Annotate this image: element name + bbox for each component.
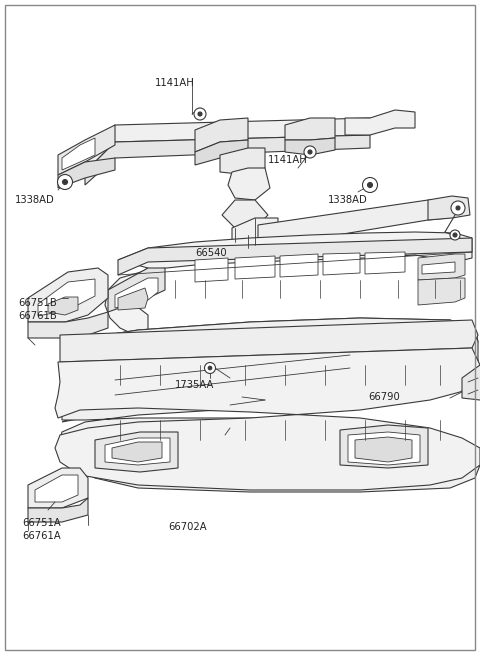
Polygon shape bbox=[62, 138, 95, 170]
Polygon shape bbox=[105, 438, 170, 465]
Circle shape bbox=[208, 366, 212, 370]
Polygon shape bbox=[95, 432, 178, 472]
Polygon shape bbox=[258, 200, 448, 248]
Circle shape bbox=[450, 230, 460, 240]
Text: 1338AD: 1338AD bbox=[328, 195, 368, 205]
Polygon shape bbox=[48, 297, 78, 315]
Polygon shape bbox=[220, 148, 265, 175]
Polygon shape bbox=[28, 268, 108, 322]
Polygon shape bbox=[108, 268, 165, 312]
Polygon shape bbox=[58, 125, 115, 175]
Polygon shape bbox=[55, 348, 480, 490]
Text: 66702A: 66702A bbox=[168, 522, 206, 532]
Text: 66751A: 66751A bbox=[22, 518, 61, 528]
Polygon shape bbox=[355, 437, 412, 462]
Circle shape bbox=[362, 178, 377, 193]
Polygon shape bbox=[285, 138, 335, 155]
Circle shape bbox=[304, 146, 316, 158]
Polygon shape bbox=[62, 318, 478, 422]
Polygon shape bbox=[340, 425, 428, 468]
Polygon shape bbox=[58, 318, 480, 492]
Polygon shape bbox=[345, 110, 415, 135]
Polygon shape bbox=[348, 432, 420, 465]
Circle shape bbox=[451, 201, 465, 215]
Polygon shape bbox=[28, 312, 108, 338]
Circle shape bbox=[368, 183, 372, 187]
Polygon shape bbox=[195, 118, 248, 152]
Polygon shape bbox=[280, 254, 318, 277]
Polygon shape bbox=[35, 475, 78, 502]
Polygon shape bbox=[285, 118, 335, 140]
Circle shape bbox=[456, 206, 460, 210]
Polygon shape bbox=[323, 253, 360, 275]
Circle shape bbox=[198, 112, 202, 116]
Text: 66761A: 66761A bbox=[22, 531, 61, 541]
Polygon shape bbox=[222, 200, 268, 228]
Polygon shape bbox=[118, 288, 148, 310]
Circle shape bbox=[62, 179, 68, 185]
Text: 66761B: 66761B bbox=[18, 311, 57, 321]
Polygon shape bbox=[118, 238, 472, 275]
Text: 66751B: 66751B bbox=[18, 298, 57, 308]
Circle shape bbox=[58, 174, 72, 189]
Polygon shape bbox=[85, 135, 370, 185]
Polygon shape bbox=[112, 442, 162, 462]
Circle shape bbox=[308, 150, 312, 154]
Text: 66790: 66790 bbox=[368, 392, 400, 402]
Polygon shape bbox=[232, 218, 278, 245]
Polygon shape bbox=[195, 140, 248, 165]
Polygon shape bbox=[462, 365, 480, 400]
Polygon shape bbox=[228, 168, 270, 200]
Text: 66540: 66540 bbox=[195, 248, 227, 258]
Polygon shape bbox=[28, 468, 88, 508]
Polygon shape bbox=[418, 254, 465, 280]
Text: 1141AH: 1141AH bbox=[268, 155, 308, 165]
Polygon shape bbox=[418, 278, 465, 305]
Polygon shape bbox=[365, 252, 405, 274]
Text: 1338AD: 1338AD bbox=[15, 195, 55, 205]
Polygon shape bbox=[38, 279, 95, 316]
Polygon shape bbox=[58, 158, 115, 188]
Polygon shape bbox=[115, 278, 158, 308]
Circle shape bbox=[204, 362, 216, 373]
Circle shape bbox=[194, 108, 206, 120]
Polygon shape bbox=[85, 118, 370, 172]
Polygon shape bbox=[28, 498, 88, 522]
Text: 1141AH: 1141AH bbox=[155, 78, 195, 88]
Polygon shape bbox=[428, 196, 470, 220]
Polygon shape bbox=[105, 232, 472, 335]
Circle shape bbox=[453, 233, 457, 237]
Text: 1735AA: 1735AA bbox=[175, 380, 215, 390]
Polygon shape bbox=[235, 256, 275, 279]
Polygon shape bbox=[422, 262, 455, 274]
Polygon shape bbox=[60, 320, 478, 362]
Polygon shape bbox=[195, 258, 228, 282]
